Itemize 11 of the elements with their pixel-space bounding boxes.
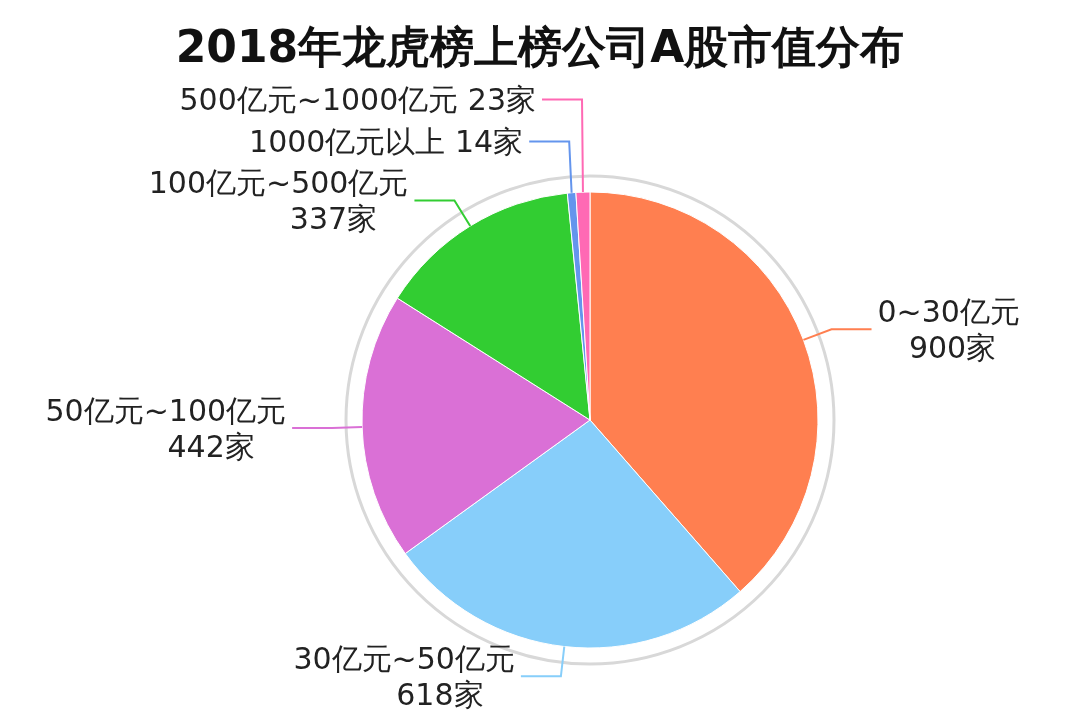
slice-label: 100亿元~500亿元 <box>148 165 409 201</box>
data-label: 618家 <box>396 677 484 713</box>
data-label: 442家 <box>167 428 255 464</box>
slice-label: 50亿元~100亿元 <box>45 392 287 428</box>
chart-title: 2018年龙虎榜上榜公司A股市值分布 <box>175 21 905 72</box>
slice-label: 500亿元~1000亿元 23家 <box>179 82 537 118</box>
slice-label: 1000亿元以上 14家 <box>249 124 524 160</box>
slice-label: 0~30亿元 <box>877 294 1020 330</box>
data-label: 900家 <box>908 330 997 366</box>
data-label: 337家 <box>289 201 378 237</box>
slice-label: 30亿元~50亿元 <box>293 641 515 677</box>
